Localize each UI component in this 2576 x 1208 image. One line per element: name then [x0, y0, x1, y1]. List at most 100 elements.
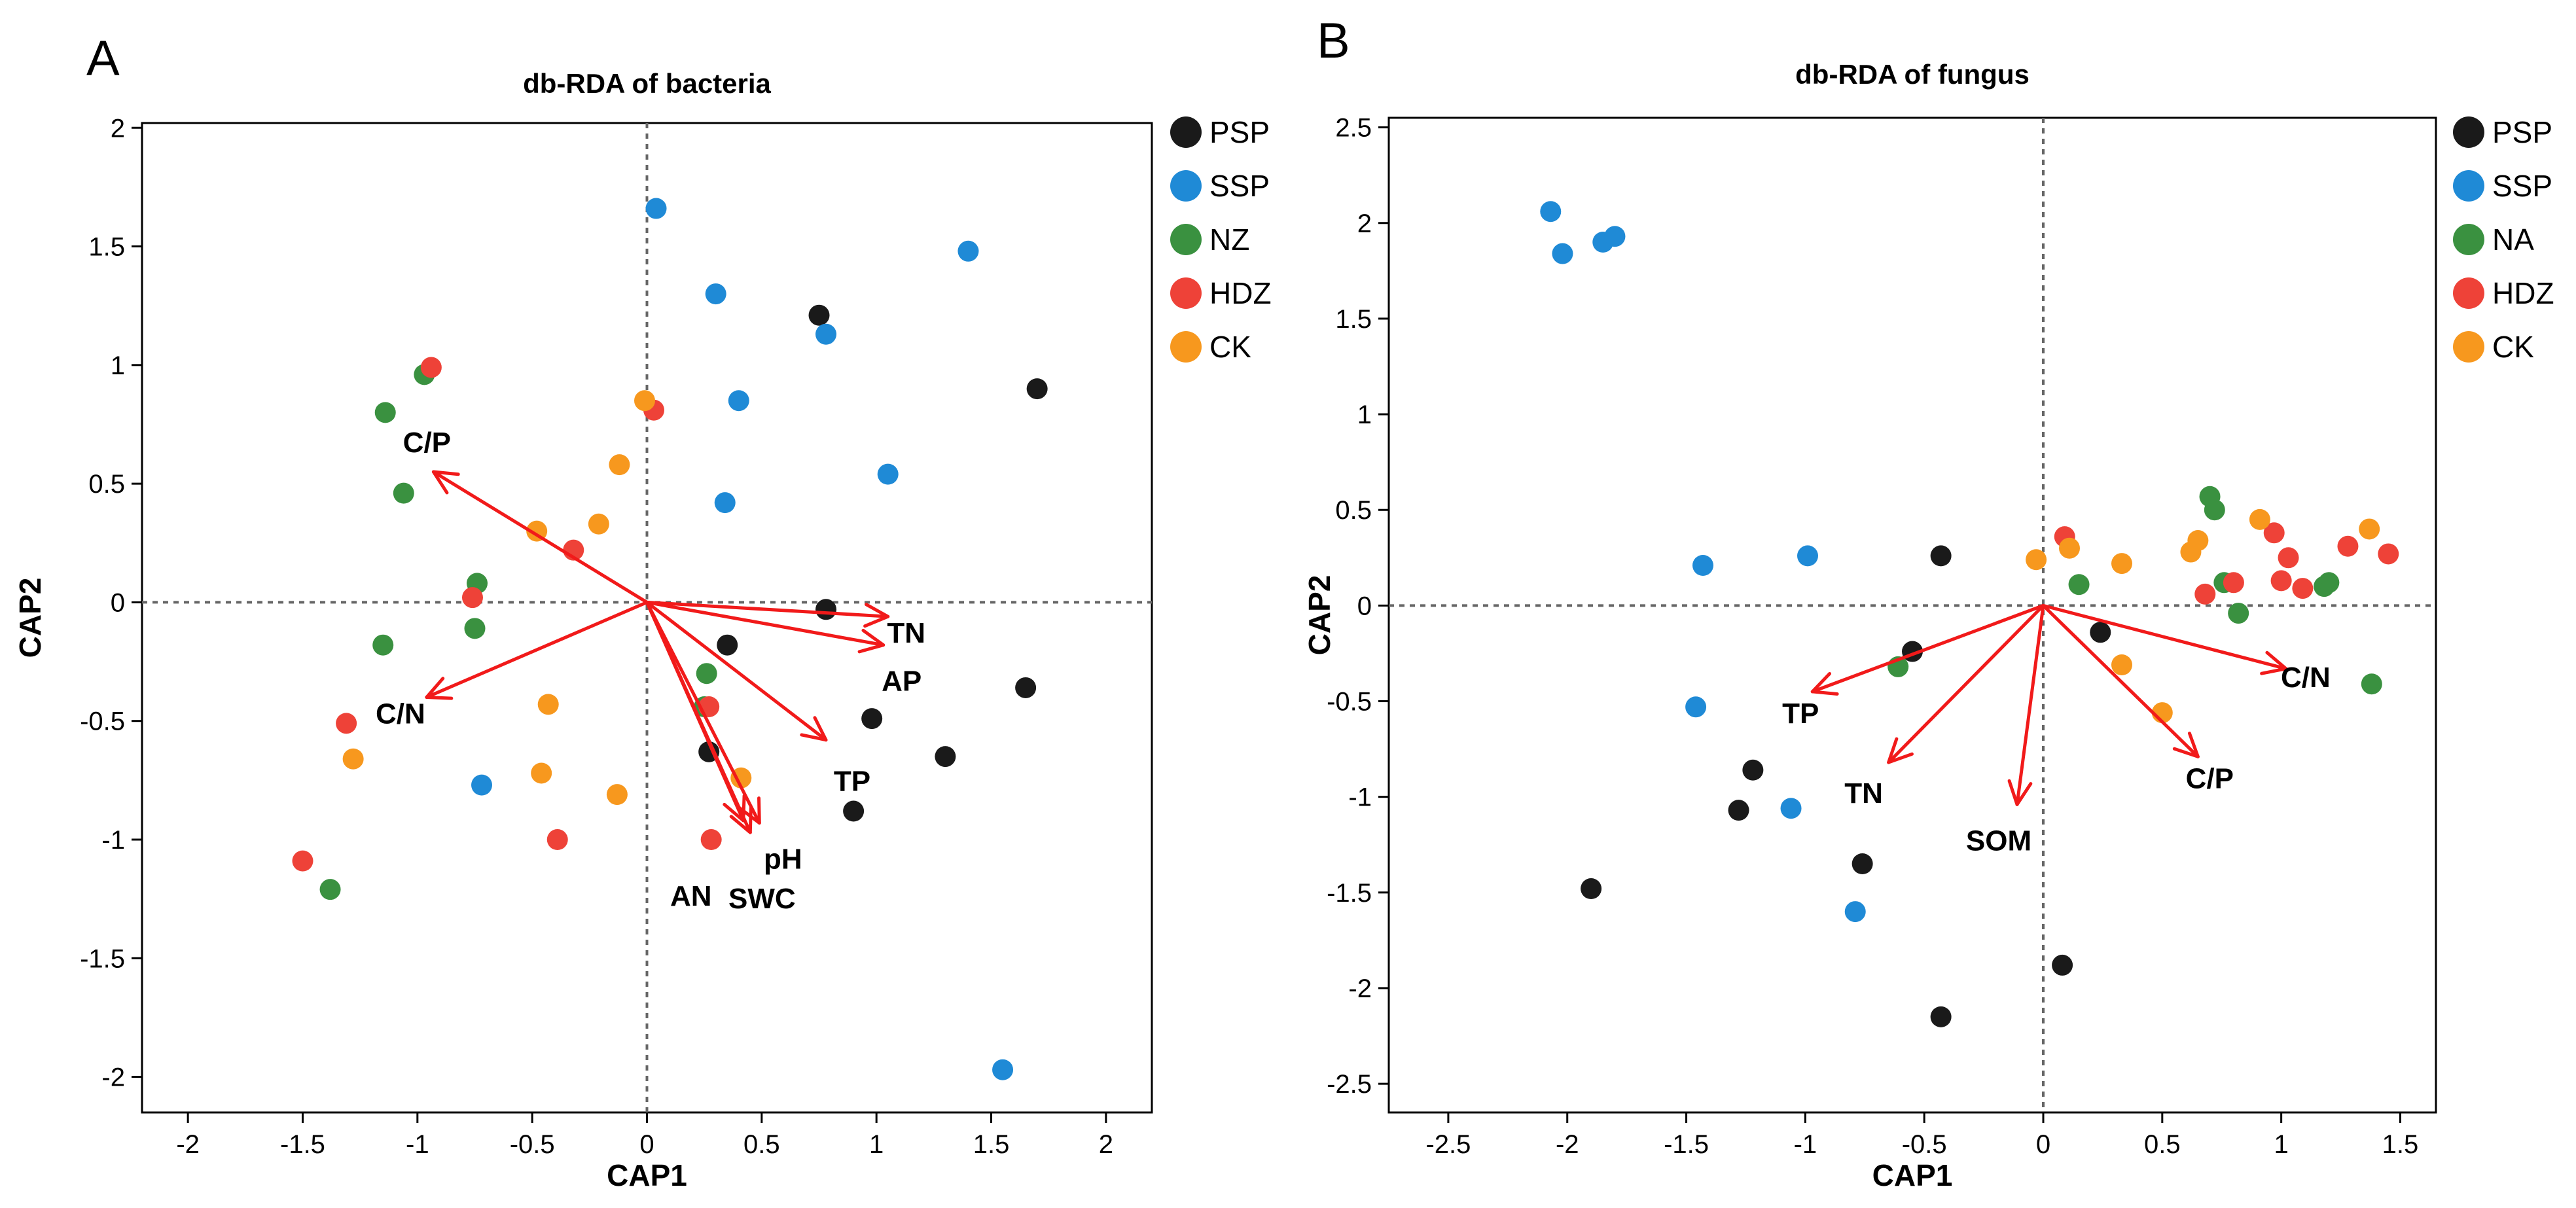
panel-b-point-hdz	[2337, 535, 2359, 557]
panel-a-x-tick-label: -0.5	[510, 1130, 555, 1159]
panel-a-point-ssp	[705, 283, 726, 305]
panel-b-point-psp	[1581, 878, 1602, 899]
panel-b-point-ssp	[1797, 545, 1818, 567]
panel-b-point-ck	[2026, 549, 2047, 571]
panel-b-point-ck	[2180, 541, 2202, 563]
panel-b-point-ck	[2249, 508, 2270, 530]
panel-b-legend-marker-na	[2453, 224, 2484, 255]
panel-a-y-tick-label: 0	[111, 588, 125, 617]
panel-a-vector-head-ph	[738, 796, 761, 825]
panel-b-point-ssp	[1844, 901, 1866, 923]
panel-b-point-hdz	[2194, 583, 2216, 605]
panel-a-legend-label-ck: CK	[1209, 330, 1251, 364]
panel-a-vector-head-c-n	[425, 677, 454, 700]
panel-b-vector-label-tn: TN	[1844, 777, 1883, 809]
panel-b-vector-c-p	[2041, 603, 2200, 758]
panel-a-y-tick-label: -0.5	[80, 707, 125, 736]
panel-a-point-nz	[374, 402, 396, 423]
panel-b-y-tick-label: 1.5	[1335, 305, 1372, 334]
panel-a-vector-ap	[645, 600, 885, 647]
panel-b-point-ck	[2059, 537, 2080, 559]
panel-a-x-tick-label: 0	[639, 1130, 654, 1159]
panel-b-y-tick-label: -2.5	[1327, 1070, 1372, 1099]
panel-a-vector-head-c-p	[431, 470, 460, 495]
panel-a-x-tick-label: 1.5	[973, 1130, 1010, 1159]
panel-b-legend-label-ck: CK	[2492, 330, 2534, 364]
panel-b-legend-label-na: NA	[2492, 222, 2534, 257]
panel-a-legend-marker-nz	[1170, 224, 1202, 255]
panel-a-point-ssp	[471, 774, 493, 796]
panel-a-point-nz	[464, 618, 486, 639]
panel-a-point-nz	[696, 663, 717, 684]
panel-b-y-tick-label: -0.5	[1327, 688, 1372, 717]
panel-b-legend-label-psp: PSP	[2492, 115, 2552, 149]
panel-b-point-psp	[1728, 800, 1749, 821]
panel-a-y-tick-label: 1	[111, 351, 125, 380]
panel-b-point-ssp	[1604, 226, 1626, 247]
panel-a-point-ck	[537, 694, 559, 715]
panel-a-point-ssp	[957, 240, 979, 262]
panel-a-legend-label-nz: NZ	[1209, 222, 1249, 257]
panel-b-vector-label-tp: TP	[1782, 698, 1819, 730]
panel-b-x-tick-label: -1.5	[1664, 1130, 1709, 1159]
panel-a-y-tick-label: 0.5	[88, 470, 125, 499]
panel-b-point-na	[2228, 603, 2249, 624]
panel-a-letter: A	[86, 31, 120, 86]
panel-a-point-hdz	[546, 829, 568, 851]
panel-a-legend-marker-psp	[1170, 116, 1202, 148]
panel-b-plot-frame	[1387, 116, 2437, 1114]
panel-a-legend-marker-ck	[1170, 331, 1202, 363]
panel-a-vector-head-an	[723, 794, 746, 823]
panel-a-point-psp	[861, 708, 883, 730]
panel-a-point-psp	[717, 634, 738, 656]
panel-b-x-tick-label: 0	[2036, 1130, 2050, 1159]
panel-b-letter: B	[1317, 13, 1350, 69]
panel-a-point-ck	[588, 513, 609, 535]
panel-b-point-psp	[1742, 759, 1764, 781]
panel-b-vector-head-c-p	[2172, 732, 2200, 758]
panel-b-point-ssp	[1692, 555, 1713, 576]
panel-a-y-tick-label: -1	[101, 826, 125, 855]
panel-b-x-axis-label: CAP1	[1872, 1158, 1953, 1192]
panel-a-point-hdz	[336, 713, 357, 734]
panel-b-point-ssp	[1780, 798, 1802, 819]
panel-a-vector-head-swc	[729, 806, 753, 834]
panel-a-point-hdz	[461, 587, 483, 609]
panel-b-x-tick-label: -2	[1556, 1130, 1579, 1159]
panel-a-point-ssp	[992, 1059, 1014, 1080]
panel-a-point-psp	[808, 304, 830, 326]
panel-a-point-ck	[606, 784, 628, 806]
panel-a-point-hdz	[420, 357, 442, 378]
panel-b-point-na	[2318, 572, 2340, 594]
panel-b-y-tick-label: -1	[1348, 783, 1372, 812]
panel-b-vector-label-som: SOM	[1966, 825, 2031, 857]
panel-b-point-psp	[2090, 622, 2111, 643]
panel-a-legend-label-hdz: HDZ	[1209, 276, 1272, 310]
panel-a-legend-label-psp: PSP	[1209, 115, 1270, 149]
panel-b-vector-head-c-n	[2260, 650, 2288, 675]
panel-a-bacteria-chart: -2 -1.5 -1 -0.5 0 0.5 1 1.5 2 -2 -1.5 -1 -0.5 0 0.5 1 1.…	[13, 68, 1272, 1192]
panel-a-point-nz	[393, 482, 414, 504]
panel-a-x-tick-label: 2	[1099, 1130, 1113, 1159]
panel-b-point-ck	[2111, 654, 2132, 675]
panel-a-y-axis-label: CAP2	[13, 578, 47, 658]
panel-a-point-nz	[319, 879, 341, 900]
panel-b-vector-head-tp	[1810, 671, 1839, 696]
panel-a-y-tick-label: -2	[101, 1063, 125, 1092]
panel-a-point-nz	[372, 634, 394, 656]
panel-a-point-psp	[935, 746, 956, 768]
panel-b-y-tick-label: -2	[1348, 974, 1372, 1003]
panel-a-y-tick-label: -1.5	[80, 944, 125, 973]
panel-a-point-ssp	[877, 463, 899, 485]
panel-a-y-tick-label: 1.5	[88, 233, 125, 262]
panel-a-vector-c-p	[431, 470, 649, 604]
panel-b-vector-head-tn	[1887, 737, 1914, 764]
panel-a-point-ssp	[728, 390, 749, 412]
panel-b-y-tick-label: -1.5	[1327, 879, 1372, 908]
panel-a-point-hdz	[292, 850, 313, 872]
panel-b-x-tick-label: 1.5	[2382, 1130, 2419, 1159]
panel-b-y-tick-label: 1	[1357, 400, 1372, 429]
panel-b-legend-label-hdz: HDZ	[2492, 276, 2554, 310]
panel-b-point-hdz	[2378, 543, 2399, 565]
panel-a-vector-head-tn	[863, 603, 890, 628]
